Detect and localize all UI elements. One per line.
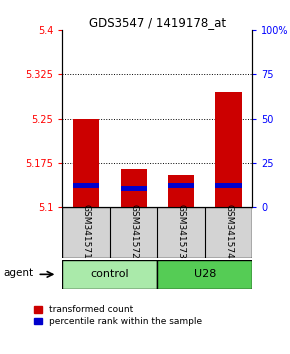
Text: agent: agent <box>3 268 33 278</box>
Text: GSM341572: GSM341572 <box>129 204 138 259</box>
Text: GSM341573: GSM341573 <box>177 204 186 259</box>
Text: control: control <box>90 269 129 279</box>
Legend: transformed count, percentile rank within the sample: transformed count, percentile rank withi… <box>34 306 202 326</box>
Bar <box>168 175 194 207</box>
Text: U28: U28 <box>194 269 216 279</box>
Bar <box>168 183 194 188</box>
Bar <box>62 260 157 289</box>
Bar <box>157 260 252 289</box>
Text: GSM341571: GSM341571 <box>81 204 90 259</box>
Bar <box>215 183 242 188</box>
Bar <box>121 187 147 190</box>
Bar <box>73 183 99 188</box>
Text: GSM341574: GSM341574 <box>224 204 233 259</box>
Title: GDS3547 / 1419178_at: GDS3547 / 1419178_at <box>89 16 226 29</box>
Bar <box>73 119 99 207</box>
Bar <box>121 169 147 207</box>
Bar <box>215 92 242 207</box>
